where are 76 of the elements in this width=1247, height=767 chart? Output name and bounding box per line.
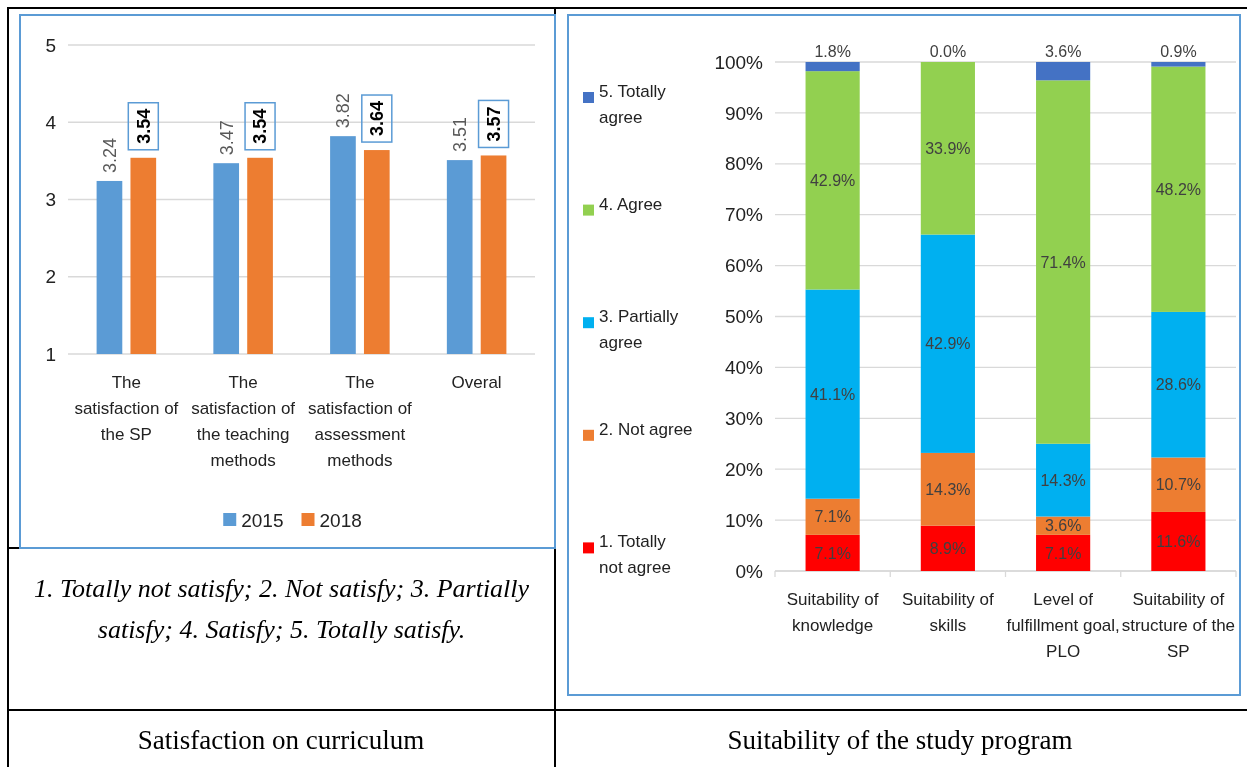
bar	[1151, 311, 1206, 458]
bar	[805, 62, 860, 72]
legend-label: 1. Totally not agree	[599, 532, 671, 578]
data-label: 3.54	[250, 108, 271, 144]
y-tick-label: 30%	[724, 407, 764, 429]
data-label: 71.4%	[1040, 253, 1086, 271]
y-tick-label: 90%	[724, 102, 764, 124]
data-label: 8.9%	[929, 539, 967, 557]
y-tick-label: 70%	[724, 204, 764, 226]
data-label: 11.6%	[1156, 533, 1201, 551]
y-tick-label: 3	[45, 189, 56, 211]
data-label: 3.82	[333, 93, 354, 129]
data-label: 3.6%	[1044, 517, 1082, 535]
y-tick-label: 60%	[724, 255, 764, 277]
data-label: 42.9%	[925, 335, 971, 353]
y-tick-label: 2	[45, 266, 56, 288]
legend-label: 2. Not agree	[599, 419, 693, 439]
y-tick-label: 1	[45, 343, 56, 365]
bar	[1151, 457, 1206, 512]
y-tick-label: 5	[45, 34, 56, 56]
y-tick-label: 40%	[724, 357, 764, 379]
legend-label: 2018	[319, 509, 362, 531]
data-label: 10.7%	[1155, 476, 1202, 494]
legend-label: 3. Partially agree	[599, 307, 679, 353]
x-tick-label: Suitability of structure of the SP	[1121, 590, 1236, 661]
x-tick-label: Suitability of knowledge	[786, 590, 879, 635]
bar	[1036, 80, 1091, 444]
y-tick-label: 80%	[724, 153, 764, 175]
x-tick-label: The satisfaction of assessment methods	[307, 373, 413, 470]
data-label: 3.57	[483, 106, 504, 142]
data-label: 7.1%	[814, 544, 851, 562]
data-label: 7.1%	[1044, 544, 1082, 562]
y-tick-label: 10%	[724, 509, 764, 531]
data-label: 3.51	[450, 117, 470, 153]
y-tick-label: 50%	[724, 306, 764, 328]
y-tick-label: 100%	[714, 51, 764, 73]
data-label: 0.9%	[1160, 42, 1197, 60]
data-label: 3.6%	[1044, 42, 1082, 60]
bar	[920, 234, 975, 453]
x-tick-label: Overal	[451, 373, 502, 392]
data-label: 0.0%	[929, 42, 967, 60]
bar	[1151, 66, 1206, 312]
data-label: 28.6%	[1155, 376, 1202, 394]
data-label: 3.24	[99, 137, 120, 173]
data-label: 3.64	[367, 101, 388, 137]
legend-label: 5. Totally agree	[599, 82, 667, 127]
legend-label: 2015	[241, 509, 284, 531]
x-tick-label: Suitability of skills	[902, 590, 994, 635]
x-tick-label: The satisfaction of the teaching methods	[191, 373, 296, 470]
bar	[805, 71, 860, 290]
bar	[1036, 62, 1091, 81]
bar	[1036, 443, 1091, 517]
data-label: 48.2%	[1155, 180, 1202, 198]
bar	[920, 62, 975, 235]
y-tick-label: 0%	[735, 560, 764, 582]
text: Satisfaction on curriculum	[137, 725, 425, 756]
bar	[1151, 511, 1206, 571]
bar	[920, 452, 975, 526]
legend-label: 4. Agree	[599, 194, 663, 214]
y-tick-label: 20%	[724, 458, 764, 480]
data-label: 14.3%	[1040, 471, 1086, 489]
data-label: 14.3%	[925, 480, 971, 498]
y-tick-label: 4	[45, 111, 57, 133]
data-label: 41.1%	[809, 385, 856, 403]
data-label: 3.54	[133, 108, 154, 144]
data-label: 1.8%	[814, 42, 851, 60]
bar	[1151, 62, 1206, 67]
data-label: 3.47	[216, 120, 237, 156]
bar	[805, 289, 860, 499]
data-label: 42.9%	[809, 171, 856, 189]
x-tick-label: Level of fulfillment goal, PLO	[1006, 590, 1120, 661]
data-label: 7.1%	[814, 508, 851, 526]
x-tick-label: The satisfaction of the SP	[74, 373, 179, 444]
text: Suitability of the study program	[727, 725, 1073, 756]
data-label: 33.9%	[925, 139, 971, 157]
text: 1. Totally not satisfy; 2. Not satisfy; 3. Partially satisfy; 4. Satisfy; 5. Totally satisfy.	[33, 574, 530, 644]
